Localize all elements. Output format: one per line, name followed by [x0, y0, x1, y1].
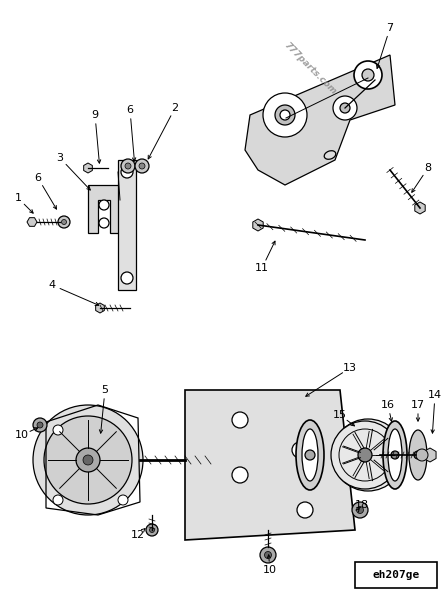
Circle shape	[118, 495, 128, 505]
Ellipse shape	[383, 421, 407, 489]
Text: 6: 6	[34, 173, 42, 183]
Circle shape	[354, 61, 382, 89]
Polygon shape	[245, 55, 395, 185]
Circle shape	[263, 93, 307, 137]
Text: 12: 12	[131, 530, 145, 540]
Circle shape	[280, 110, 290, 120]
Text: 11: 11	[255, 263, 269, 273]
Circle shape	[331, 421, 399, 489]
Circle shape	[146, 524, 158, 536]
Text: eh207ge: eh207ge	[372, 570, 420, 580]
Circle shape	[33, 405, 143, 515]
Polygon shape	[84, 163, 92, 173]
Circle shape	[61, 220, 66, 224]
Circle shape	[121, 166, 133, 178]
Circle shape	[391, 451, 399, 459]
Circle shape	[416, 449, 428, 461]
Circle shape	[357, 506, 363, 514]
Circle shape	[121, 159, 135, 173]
Text: 2: 2	[172, 103, 179, 113]
Circle shape	[260, 547, 276, 563]
Circle shape	[332, 419, 404, 491]
Circle shape	[58, 216, 70, 228]
Text: 13: 13	[343, 363, 357, 373]
Text: 3: 3	[56, 153, 64, 163]
Circle shape	[297, 502, 313, 518]
Circle shape	[99, 218, 109, 228]
Circle shape	[76, 448, 100, 472]
Text: 9: 9	[91, 110, 99, 120]
Text: 10: 10	[263, 565, 277, 575]
Circle shape	[232, 467, 248, 483]
Ellipse shape	[388, 429, 402, 481]
Polygon shape	[185, 390, 355, 540]
Circle shape	[125, 163, 131, 169]
Circle shape	[83, 455, 93, 465]
Circle shape	[33, 418, 47, 432]
Bar	[355, 562, 437, 588]
Text: 777parts.com: 777parts.com	[282, 40, 338, 96]
Circle shape	[292, 442, 308, 458]
Polygon shape	[424, 448, 436, 462]
Text: 14: 14	[428, 390, 442, 400]
Circle shape	[53, 495, 63, 505]
Bar	[118, 160, 136, 290]
Circle shape	[414, 451, 422, 459]
Circle shape	[232, 412, 248, 428]
Circle shape	[333, 96, 357, 120]
Text: 5: 5	[102, 385, 108, 395]
Text: 16: 16	[381, 400, 395, 410]
Ellipse shape	[409, 430, 427, 480]
Circle shape	[358, 448, 372, 462]
Ellipse shape	[324, 151, 336, 159]
Circle shape	[150, 527, 155, 533]
Polygon shape	[415, 202, 425, 214]
Circle shape	[37, 422, 43, 428]
Circle shape	[44, 416, 132, 504]
Ellipse shape	[302, 429, 318, 481]
Text: 7: 7	[387, 23, 393, 33]
Circle shape	[360, 447, 376, 463]
Circle shape	[135, 159, 149, 173]
Polygon shape	[253, 219, 263, 231]
Ellipse shape	[296, 420, 324, 490]
Polygon shape	[96, 303, 104, 313]
Circle shape	[352, 502, 368, 518]
Circle shape	[139, 163, 145, 169]
Text: 17: 17	[411, 400, 425, 410]
Circle shape	[362, 69, 374, 81]
Circle shape	[340, 103, 350, 113]
Text: 10: 10	[15, 430, 29, 440]
Text: 8: 8	[424, 163, 431, 173]
Polygon shape	[27, 218, 37, 226]
Circle shape	[264, 551, 271, 559]
Circle shape	[275, 105, 295, 125]
Polygon shape	[88, 185, 120, 233]
Circle shape	[99, 200, 109, 210]
Text: 6: 6	[126, 105, 134, 115]
Text: 15: 15	[333, 410, 347, 420]
Circle shape	[53, 425, 63, 435]
Circle shape	[305, 450, 315, 460]
Circle shape	[121, 272, 133, 284]
Text: 4: 4	[48, 280, 56, 290]
Text: 18: 18	[355, 500, 369, 510]
Text: 1: 1	[14, 193, 22, 203]
